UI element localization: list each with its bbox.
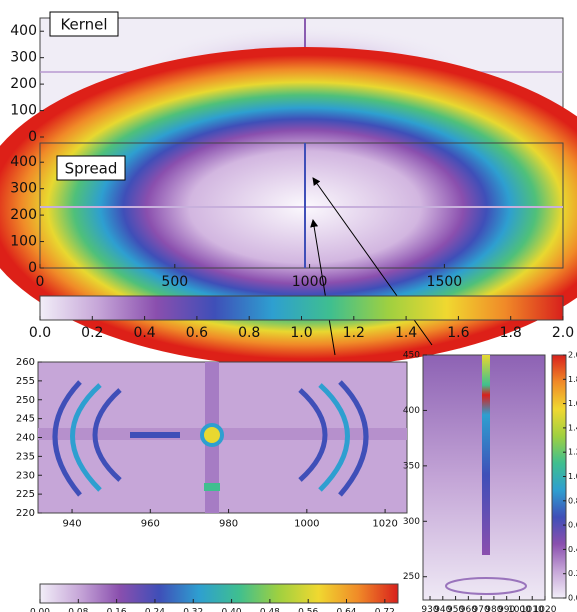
y-tick-label: 250 [16, 395, 35, 406]
y-tick-label: 400 [403, 406, 420, 416]
colorbar-tick-label: 1.0 [290, 325, 312, 341]
x-tick-label: 940 [62, 519, 81, 530]
y-tick-label: 100 [10, 103, 37, 119]
x-tick-label: 0 [36, 274, 45, 290]
colorbar-tick-label: 0.2 [81, 325, 103, 341]
tall-zoom-image [423, 355, 545, 600]
y-tick-label: 100 [10, 234, 37, 250]
y-tick-label: 260 [16, 357, 35, 368]
colorbar-tick-label: 1.8 [500, 325, 522, 341]
colorbar-tick-label: 1.4 [568, 423, 577, 432]
colorbar-tick-label: 0.00 [30, 608, 50, 612]
colorbar-tick-label: 0.24 [145, 608, 165, 612]
colorbar-tick-label: 1.0 [568, 472, 577, 481]
y-tick-label: 450 [403, 351, 420, 361]
x-tick-label: 1000 [294, 519, 319, 530]
colorbar-tick-label: 1.2 [568, 448, 577, 457]
colorbar-tick-label: 0.8 [568, 496, 577, 505]
colorbar-tick-label: 0.0 [568, 594, 577, 603]
y-tick-label: 200 [10, 207, 37, 223]
x-tick-label: 960 [141, 519, 160, 530]
y-tick-label: 200 [10, 76, 37, 92]
colorbar-tick-label: 0.8 [238, 325, 260, 341]
x-tick-label: 1020 [372, 519, 397, 530]
colorbar-tick-label: 0.16 [107, 608, 127, 612]
colorbar-tick-label: 0.2 [568, 569, 577, 578]
y-tick-label: 225 [16, 489, 35, 500]
colorbar-tick-label: 0.64 [336, 608, 356, 612]
figure: 0100200300400Kernel010020030040005001000… [0, 0, 577, 612]
colorbar-tick-label: 0.4 [133, 325, 155, 341]
colorbar [40, 584, 398, 603]
colorbar-tick-label: 0.4 [568, 545, 577, 554]
colorbar-tick-label: 0.56 [298, 608, 318, 612]
colorbar-tick-label: 0.72 [375, 608, 395, 612]
colorbar-tick-label: 1.6 [568, 399, 577, 408]
colorbar-tick-label: 1.6 [447, 325, 469, 341]
y-tick-label: 255 [16, 376, 35, 387]
y-tick-label: 300 [403, 517, 420, 527]
x-tick-label: 500 [161, 274, 188, 290]
colorbar-tick-label: 0.48 [260, 608, 280, 612]
colorbar-tick-label: 2.0 [552, 325, 574, 341]
colorbar-tick-label: 2.0 [568, 351, 577, 360]
y-tick-label: 250 [403, 572, 420, 582]
y-tick-label: 0 [28, 129, 37, 145]
y-tick-label: 220 [16, 508, 35, 519]
panel-label: Kernel [60, 16, 107, 34]
colorbar-tick-label: 1.2 [343, 325, 365, 341]
colorbar-tick-label: 1.8 [568, 375, 577, 384]
x-tick-label: 980 [219, 519, 238, 530]
x-tick-label: 1000 [292, 274, 328, 290]
y-tick-label: 300 [10, 181, 37, 197]
colorbar-tick-label: 0.6 [186, 325, 208, 341]
y-tick-label: 230 [16, 470, 35, 481]
zoom-image [38, 362, 407, 513]
colorbar-tick-label: 0.6 [568, 521, 577, 530]
y-tick-label: 300 [10, 50, 37, 66]
colorbar-tick-label: 0.32 [183, 608, 203, 612]
colorbar-tick-label: 0.0 [29, 325, 51, 341]
y-tick-label: 400 [10, 23, 37, 39]
panel-label: Spread [65, 160, 118, 178]
colorbar-tick-label: 1.4 [395, 325, 417, 341]
colorbar-tick-label: 0.40 [222, 608, 242, 612]
y-tick-label: 400 [10, 154, 37, 170]
colorbar-tick-label: 0.08 [68, 608, 88, 612]
y-tick-label: 235 [16, 451, 35, 462]
y-tick-label: 245 [16, 414, 35, 425]
y-tick-label: 350 [403, 461, 420, 471]
y-tick-label: 240 [16, 433, 35, 444]
x-tick-label: 1020 [534, 605, 557, 612]
x-tick-label: 1500 [427, 274, 463, 290]
